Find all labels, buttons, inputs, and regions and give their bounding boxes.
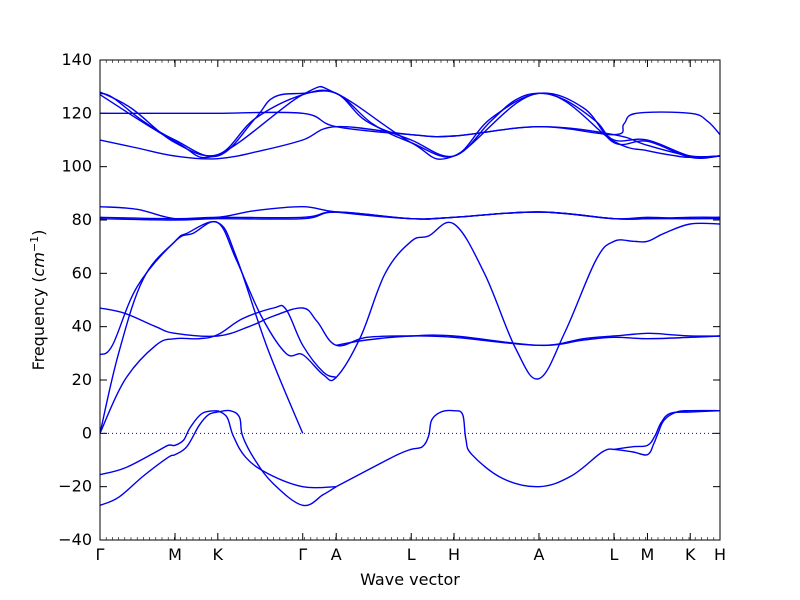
band-line [100, 85, 720, 160]
y-tick-label: −40 [58, 530, 92, 549]
x-tick-label: K [685, 545, 696, 564]
band-line [336, 334, 720, 347]
y-axis-unit-exponent: −1 [28, 236, 41, 252]
band-line [613, 409, 720, 451]
y-axis-title: Frequency (cm−1) [28, 230, 49, 371]
series-group [100, 85, 720, 507]
band-line [613, 409, 720, 456]
band-line [217, 410, 337, 489]
x-axis-title: Wave vector [360, 570, 460, 589]
y-tick-label: 40 [72, 317, 92, 336]
band-line [217, 409, 337, 507]
band-line [100, 304, 337, 434]
plot-frame [99, 59, 721, 541]
band-line [100, 220, 720, 382]
y-tick-label: 80 [72, 210, 92, 229]
x-tick-label: A [331, 545, 342, 564]
x-tick-label: M [168, 545, 182, 564]
x-tick-label: L [407, 545, 416, 564]
y-tick-label: −20 [58, 477, 92, 496]
y-tick-label: 140 [61, 50, 92, 69]
band-line [100, 409, 218, 476]
x-tick-label: H [714, 545, 726, 564]
y-axis-title-text: Frequency [29, 288, 48, 371]
y-tick-label: 120 [61, 103, 92, 122]
y-axis-unit: cm [29, 252, 48, 276]
band-line [100, 111, 720, 138]
y-tick-label: 100 [61, 157, 92, 176]
y-tick-label: 20 [72, 370, 92, 389]
x-tick-label: K [213, 545, 224, 564]
y-tick-label: 60 [72, 263, 92, 282]
x-tick-label: M [641, 545, 655, 564]
band-line [100, 411, 218, 506]
band-line [335, 409, 615, 488]
plot-background [100, 60, 720, 540]
x-tick-label: A [533, 545, 544, 564]
band-line [100, 205, 720, 220]
band-line [100, 221, 304, 434]
svg-text:Frequency (cm−1): Frequency (cm−1) [28, 230, 49, 371]
y-tick-label: 0 [82, 423, 92, 442]
x-tick-label: Γ [96, 545, 105, 564]
x-tick-label: H [448, 545, 460, 564]
band-line [100, 90, 720, 158]
x-tick-label: Γ [298, 545, 307, 564]
x-tick-label: L [610, 545, 619, 564]
plot-area [100, 85, 720, 507]
